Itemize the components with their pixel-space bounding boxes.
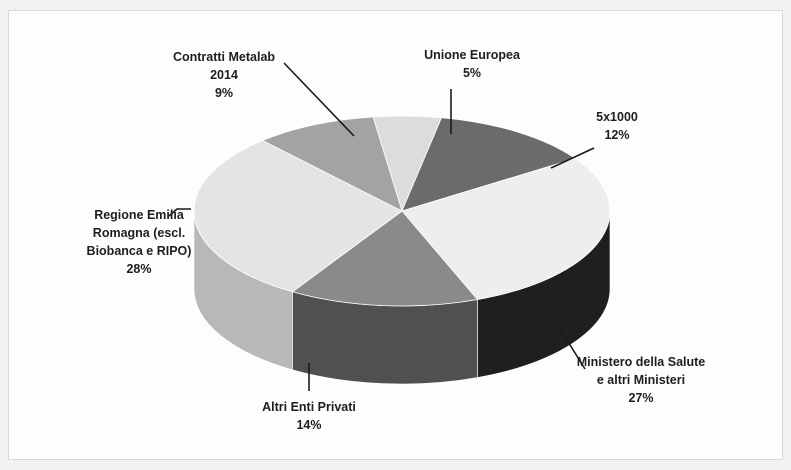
slice-label-3: Altri Enti Privati 14%	[262, 400, 356, 432]
slice-label-line-5-1: 2014	[210, 68, 238, 82]
slice-percent-4: 28%	[126, 262, 151, 276]
slice-percent-1: 12%	[604, 128, 629, 142]
slice-percent-5: 9%	[215, 86, 233, 100]
leader-lines	[168, 62, 595, 391]
slice-label-1: 5x1000 12%	[596, 110, 638, 142]
slice-percent-3: 14%	[296, 418, 321, 432]
pie-chart: Unione Europea 5% 5x1000 12% Ministero della…	[87, 48, 706, 432]
leader-line-1	[550, 147, 595, 169]
slice-label-line-3-0: Altri Enti Privati	[262, 400, 356, 414]
leader-line-5	[283, 62, 355, 137]
slice-percent-2: 27%	[628, 391, 653, 405]
slice-label-4: Regione Emilia Romagna (escl. Biobanca e R…	[87, 208, 192, 276]
slice-label-line-0-0: Unione Europea	[424, 48, 521, 62]
pie-sides	[193, 210, 611, 385]
slice-labels: Unione Europea 5% 5x1000 12% Ministero della…	[87, 48, 706, 432]
slice-label-line-4-2: Biobanca e RIPO)	[87, 244, 192, 258]
slice-label-line-4-0: Regione Emilia	[94, 208, 185, 222]
pie-tops	[193, 115, 611, 307]
pie-slice-4	[193, 140, 403, 293]
pie-slice-3	[291, 210, 479, 307]
pie-slice-1	[401, 117, 577, 212]
pie-slice-2	[401, 158, 611, 300]
slice-label-line-2-0: Ministero della Salute	[577, 355, 706, 369]
chart-frame: Unione Europea 5% 5x1000 12% Ministero della…	[8, 10, 783, 460]
leader-line-4	[168, 208, 191, 217]
leader-line-2	[556, 323, 586, 370]
slice-label-line-2-1: e altri Ministeri	[597, 373, 685, 387]
pie-slice-5	[261, 116, 403, 212]
slice-label-line-1-0: 5x1000	[596, 110, 638, 124]
slice-label-2: Ministero della Salute e altri Ministeri 2…	[577, 355, 706, 405]
slice-label-0: Unione Europea 5%	[424, 48, 521, 80]
slice-percent-0: 5%	[463, 66, 481, 80]
slice-label-line-5-0: Contratti Metalab	[173, 50, 275, 64]
slice-label-line-4-1: Romagna (escl.	[93, 226, 185, 240]
slice-label-5: Contratti Metalab 2014 9%	[173, 50, 275, 100]
